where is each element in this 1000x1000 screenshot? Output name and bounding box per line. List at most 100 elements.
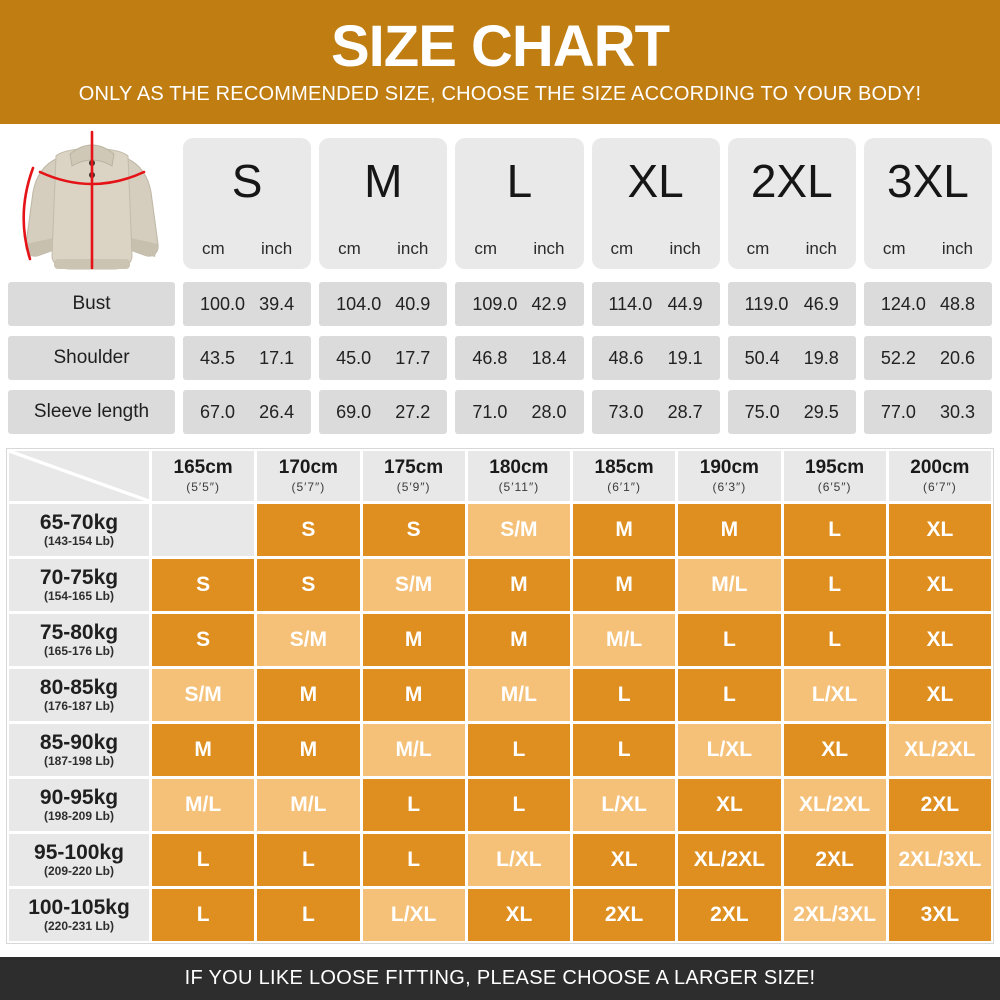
recommended-size-cell: L bbox=[783, 504, 886, 556]
weight-lb-label: (176-187 Lb) bbox=[43, 699, 115, 714]
recommended-size-cell: XL bbox=[888, 559, 991, 611]
recommended-size-cell: M bbox=[678, 504, 781, 556]
recommended-size-cell: M/L bbox=[467, 669, 570, 721]
recommended-size-cell: S/M bbox=[152, 669, 255, 721]
height-cm-label: 195cm bbox=[805, 457, 865, 479]
recommended-size-cell: L bbox=[152, 889, 255, 941]
cm-value: 45.0 bbox=[336, 347, 372, 368]
measurement-cell: 75.0 29.5 bbox=[727, 390, 856, 434]
height-ft-label: (6′5″) bbox=[817, 479, 852, 494]
recommended-size-cell: S bbox=[152, 614, 255, 666]
recommended-size-cell: M bbox=[257, 669, 360, 721]
recommended-size-cell: M bbox=[362, 614, 465, 666]
weight-kg-label: 100-105kg bbox=[28, 895, 130, 919]
cm-value: 71.0 bbox=[472, 401, 508, 422]
cm-value: 52.2 bbox=[880, 347, 916, 368]
weight-kg-label: 70-75kg bbox=[39, 565, 119, 589]
recommended-size-cell: L bbox=[257, 889, 360, 941]
recommended-size-cell: S/M bbox=[257, 614, 360, 666]
inch-value: 18.4 bbox=[531, 347, 567, 368]
unit-cm-label: cm bbox=[746, 239, 770, 258]
measurement-cell: 48.6 19.1 bbox=[591, 336, 720, 380]
recommended-size-cell: XL bbox=[888, 504, 991, 556]
cm-value: 43.5 bbox=[200, 347, 236, 368]
recommended-size-cell: 2XL bbox=[783, 834, 886, 886]
measurement-row-label: Shoulder bbox=[8, 336, 175, 380]
height-cm-label: 180cm bbox=[489, 457, 549, 479]
height-ft-label: (6′1″) bbox=[607, 479, 642, 494]
cm-value: 119.0 bbox=[744, 293, 789, 314]
size-label: S bbox=[231, 155, 263, 207]
measurement-row: Sleeve length 67.0 26.4 69.0 27.2 71.0 28.0 73.… bbox=[8, 390, 992, 434]
recommended-size-cell: XL bbox=[783, 724, 886, 776]
recommended-size-cell: XL/2XL bbox=[783, 779, 886, 831]
unit-cm-label: cm bbox=[338, 239, 361, 258]
recommended-size-cell: M bbox=[257, 724, 360, 776]
cm-value: 69.0 bbox=[336, 401, 372, 422]
height-cm-label: 165cm bbox=[173, 457, 233, 479]
inch-value: 28.7 bbox=[667, 401, 703, 422]
measurement-cell: 52.2 20.6 bbox=[863, 336, 992, 380]
inch-value: 28.0 bbox=[531, 401, 567, 422]
recommended-size-cell: XL bbox=[467, 889, 570, 941]
recommended-size-cell: S bbox=[257, 559, 360, 611]
unit-headers: cm inch bbox=[602, 239, 710, 259]
measurement-cell: 73.0 28.7 bbox=[591, 390, 720, 434]
weight-kg-label: 95-100kg bbox=[34, 840, 124, 864]
recommended-size-cell: L bbox=[467, 724, 570, 776]
measurement-cell: 45.0 17.7 bbox=[319, 336, 448, 380]
cm-value: 124.0 bbox=[880, 293, 926, 314]
page-title: SIZE CHART bbox=[331, 14, 670, 79]
inch-value: 46.9 bbox=[803, 293, 839, 314]
size-card: 2XL cm inch bbox=[727, 138, 856, 269]
recommended-size-cell: L bbox=[573, 669, 676, 721]
inch-value: 44.9 bbox=[667, 293, 703, 314]
height-cm-label: 170cm bbox=[278, 457, 338, 479]
unit-inch-label: inch bbox=[533, 239, 565, 258]
recommended-size-cell: S/M bbox=[467, 504, 570, 556]
inch-value: 39.4 bbox=[259, 293, 295, 314]
measurement-cell: 119.0 46.9 bbox=[727, 282, 856, 326]
cm-value: 75.0 bbox=[744, 401, 780, 422]
measurement-cell: 71.0 28.0 bbox=[455, 390, 584, 434]
recommended-size-cell: M/L bbox=[152, 779, 255, 831]
recommended-size-cell: S bbox=[152, 559, 255, 611]
weight-lb-label: (198-209 Lb) bbox=[43, 809, 115, 824]
measurement-cell: 100.0 39.4 bbox=[183, 282, 312, 326]
weight-kg-label: 85-90kg bbox=[39, 730, 119, 754]
recommended-size-cell: L bbox=[152, 834, 255, 886]
recommended-size-cell: XL bbox=[888, 669, 991, 721]
measurement-row: Shoulder 43.5 17.1 45.0 17.7 46.8 18.4 48.6 19.1… bbox=[8, 336, 992, 380]
recommended-size-cell: M/L bbox=[362, 724, 465, 776]
weight-lb-label: (154-165 Lb) bbox=[43, 589, 115, 604]
recommended-size-cell: L bbox=[783, 614, 886, 666]
recommended-size-cell: L bbox=[362, 779, 465, 831]
height-ft-label: (5′7″) bbox=[291, 479, 326, 494]
recommended-size-cell: XL/2XL bbox=[888, 724, 991, 776]
weight-row-label: 75-80kg (165-176 Lb) bbox=[9, 614, 149, 666]
weight-row-label: 100-105kg (220-231 Lb) bbox=[9, 889, 149, 941]
recommended-size-cell: 2XL bbox=[888, 779, 991, 831]
recommended-size-cell: L bbox=[678, 614, 781, 666]
cm-value: 104.0 bbox=[336, 293, 382, 314]
recommended-size-cell: L/XL bbox=[573, 779, 676, 831]
recommended-size-cell: L/XL bbox=[467, 834, 570, 886]
weight-lb-label: (143-154 Lb) bbox=[43, 534, 115, 549]
recommended-size-cell: L bbox=[257, 834, 360, 886]
height-ft-label: (6′7″) bbox=[922, 479, 957, 494]
measurement-rows: Bust 100.0 39.4 104.0 40.9 109.0 42.9 114.0 44.9… bbox=[8, 282, 992, 434]
recommended-size-cell: S bbox=[362, 504, 465, 556]
cm-value: 100.0 bbox=[200, 293, 246, 314]
height-cm-label: 190cm bbox=[699, 457, 759, 479]
recommended-size-cell: L bbox=[573, 724, 676, 776]
fit-chart-grid: 165cm (5′5″) 170cm (5′7″) 175cm (5′9″) 180cm (5… bbox=[9, 451, 991, 941]
weight-row-label: 85-90kg (187-198 Lb) bbox=[9, 724, 149, 776]
height-cm-label: 200cm bbox=[910, 457, 970, 479]
measurement-row-label: Sleeve length bbox=[8, 390, 175, 434]
height-header: 200cm (6′7″) bbox=[888, 451, 991, 501]
cm-value: 77.0 bbox=[880, 401, 916, 422]
footer-note-text: IF YOU LIKE LOOSE FITTING, PLEASE CHOOSE… bbox=[184, 967, 816, 989]
unit-headers: cm inch bbox=[465, 239, 573, 259]
